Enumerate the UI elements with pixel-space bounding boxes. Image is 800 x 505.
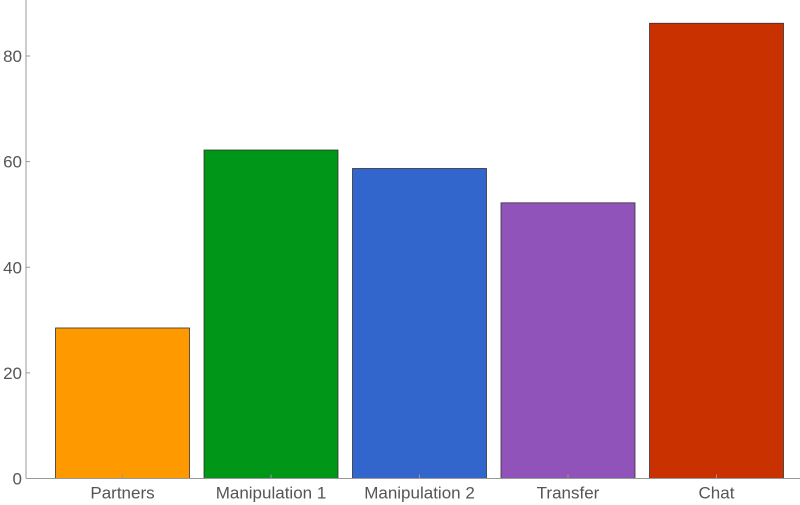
y-tick-label: 80 — [3, 47, 22, 66]
bar-chat — [649, 22, 784, 479]
bar-partners — [55, 327, 190, 479]
y-tick-label: 60 — [3, 153, 22, 172]
bar-manipulation-1 — [203, 149, 339, 479]
x-tick-label: Chat — [699, 484, 735, 503]
y-tick-label: 0 — [13, 470, 22, 489]
bar-transfer — [500, 202, 636, 479]
y-tick-label: 40 — [3, 258, 22, 277]
x-axis: Partners Manipulation 1 Manipulation 2 Tran… — [26, 474, 800, 503]
x-tick-label: Manipulation 1 — [216, 484, 327, 503]
x-tick-label: Transfer — [537, 484, 600, 503]
bars — [55, 22, 784, 479]
bar-manipulation-2 — [352, 168, 487, 479]
x-tick-label: Manipulation 2 — [364, 484, 475, 503]
y-axis: 0 20 40 60 80 — [3, 0, 30, 489]
y-tick-label: 20 — [3, 364, 22, 383]
x-tick-label: Partners — [90, 484, 154, 503]
